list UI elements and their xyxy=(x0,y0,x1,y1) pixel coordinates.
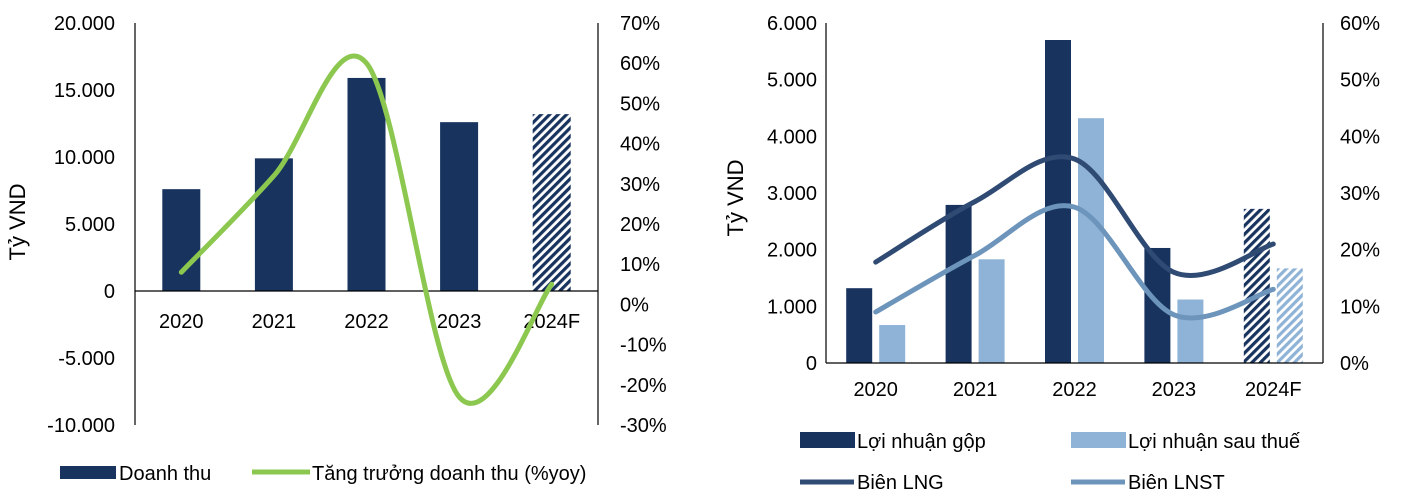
bar-loi-nhuan-gop xyxy=(1243,208,1270,363)
right-tick-label: 50% xyxy=(620,93,660,115)
left-tick-label: 2.000 xyxy=(767,240,817,262)
x-tick-label: 2023 xyxy=(437,311,482,333)
x-tick-label: 2024F xyxy=(1245,379,1302,401)
bar-loi-nhuan-gop xyxy=(945,204,972,363)
left-tick-label: 4.000 xyxy=(767,126,817,148)
left-tick-label: 6.000 xyxy=(767,13,817,35)
bar-loi-nhuan-gop xyxy=(846,288,873,363)
right-tick-label: -30% xyxy=(620,415,667,437)
bar-doanh-thu xyxy=(254,158,293,291)
legend-label-tang-truong: Tăng trưởng doanh thu (%yoy) xyxy=(312,463,586,485)
legend-label-bien-lnst: Biên LNST xyxy=(1128,472,1225,492)
x-tick-label: 2020 xyxy=(853,379,898,401)
profit-chart: 0 1.000 2.000 3.000 4.000 5.000 6.000 0% 10% 20% 3… xyxy=(723,13,1380,494)
left-tick-label: -10.000 xyxy=(47,415,115,437)
right-tick-label: 50% xyxy=(1340,70,1380,92)
right-tick-label: -20% xyxy=(620,375,667,397)
left-tick-label: 15.000 xyxy=(54,80,115,102)
y-axis-title: Tỷ VND xyxy=(723,160,748,237)
x-tick-label: 2020 xyxy=(159,311,204,333)
y-axis-title: Tỷ VND xyxy=(5,184,30,261)
left-tick-label: 1.000 xyxy=(767,296,817,318)
legend-label-loi-nhuan-sau-thue: Lợi nhuận sau thuế xyxy=(1128,431,1300,453)
x-tick-label: 2022 xyxy=(344,311,389,333)
bar-doanh-thu xyxy=(532,114,571,292)
legend-label-loi-nhuan-gop: Lợi nhuận gộp xyxy=(857,431,986,453)
bar-doanh-thu xyxy=(347,77,386,291)
legend-swatch-loi-nhuan-gop xyxy=(800,432,855,448)
x-tick-label: 2021 xyxy=(252,311,297,333)
right-tick-label: 10% xyxy=(620,254,660,276)
left-tick-label: 20.000 xyxy=(54,13,115,35)
bar-loi-nhuan-sau-thue xyxy=(879,325,906,363)
bar-loi-nhuan-sau-thue xyxy=(1078,118,1104,363)
line-bien-lnst xyxy=(873,203,1276,321)
right-tick-label: 70% xyxy=(620,13,660,35)
left-tick-label: 0 xyxy=(806,353,817,375)
legend-label-doanh-thu: Doanh thu xyxy=(119,463,211,485)
bar-doanh-thu xyxy=(440,122,479,291)
bar-loi-nhuan-sau-thue xyxy=(1177,299,1204,363)
legend-swatch-doanh-thu xyxy=(60,466,116,479)
right-tick-label: 30% xyxy=(620,174,660,196)
bar-loi-nhuan-sau-thue xyxy=(1276,268,1303,363)
revenue-chart: -10.000 -5.000 0 5.000 10.000 15.000 20.000 -30… xyxy=(5,13,667,485)
left-tick-label: 3.000 xyxy=(767,183,817,205)
left-tick-label: 5.000 xyxy=(767,70,817,92)
right-tick-label: 40% xyxy=(620,134,660,156)
right-tick-label: 60% xyxy=(620,53,660,75)
left-tick-label: 10.000 xyxy=(54,147,115,169)
line-tang-truong xyxy=(178,53,555,406)
x-tick-label: 2022 xyxy=(1052,379,1097,401)
right-tick-label: 30% xyxy=(1340,183,1380,205)
left-tick-label: 5.000 xyxy=(65,214,115,236)
right-tick-label: 0% xyxy=(1340,353,1369,375)
x-tick-label: 2023 xyxy=(1152,379,1197,401)
right-tick-label: -10% xyxy=(620,335,667,357)
x-tick-label: 2024F xyxy=(523,311,580,333)
line-bien-lng xyxy=(873,154,1276,278)
legend-label-bien-lng: Biên LNG xyxy=(857,472,944,492)
right-tick-label: 20% xyxy=(1340,240,1380,262)
bar-loi-nhuan-sau-thue xyxy=(978,259,1005,363)
right-tick-label: 0% xyxy=(620,294,649,316)
right-tick-label: 10% xyxy=(1340,296,1380,318)
right-tick-label: 20% xyxy=(620,214,660,236)
right-tick-label: 60% xyxy=(1340,13,1380,35)
right-tick-label: 40% xyxy=(1340,126,1380,148)
legend-swatch-loi-nhuan-sau-thue xyxy=(1071,432,1126,448)
x-tick-label: 2021 xyxy=(953,379,998,401)
left-tick-label: -5.000 xyxy=(58,348,115,370)
bar-doanh-thu xyxy=(162,189,201,291)
left-tick-label: 0 xyxy=(104,281,115,303)
bar-loi-nhuan-gop xyxy=(1045,40,1071,363)
